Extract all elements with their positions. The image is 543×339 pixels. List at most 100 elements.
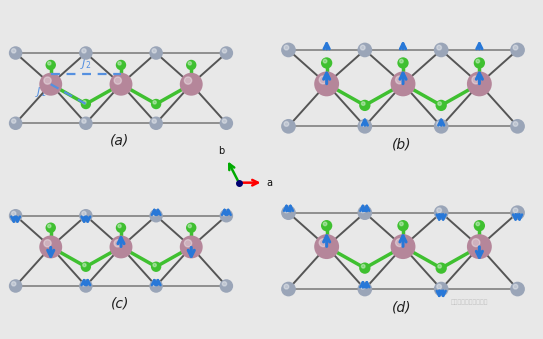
Circle shape — [9, 46, 22, 60]
Circle shape — [48, 224, 51, 228]
Circle shape — [114, 77, 122, 84]
Circle shape — [48, 62, 51, 65]
Circle shape — [153, 101, 156, 104]
Circle shape — [397, 220, 409, 231]
Circle shape — [219, 279, 233, 293]
Circle shape — [361, 208, 365, 213]
Circle shape — [323, 59, 327, 63]
Circle shape — [118, 62, 121, 65]
Circle shape — [435, 262, 447, 274]
Circle shape — [222, 282, 226, 286]
Circle shape — [438, 264, 441, 268]
Circle shape — [390, 234, 415, 259]
Circle shape — [434, 119, 449, 134]
Circle shape — [281, 282, 296, 296]
Circle shape — [510, 282, 525, 296]
Circle shape — [357, 119, 372, 134]
Circle shape — [82, 282, 86, 286]
Circle shape — [284, 122, 289, 126]
Circle shape — [185, 240, 192, 247]
Circle shape — [11, 282, 16, 286]
Circle shape — [188, 62, 192, 65]
Circle shape — [437, 45, 441, 50]
Circle shape — [390, 72, 415, 96]
Circle shape — [281, 119, 296, 134]
Circle shape — [116, 222, 126, 233]
Circle shape — [284, 284, 289, 289]
Circle shape — [46, 222, 56, 233]
Circle shape — [513, 208, 518, 213]
Circle shape — [44, 77, 51, 84]
Text: b: b — [218, 146, 224, 156]
Circle shape — [149, 209, 163, 222]
Circle shape — [81, 261, 91, 272]
Circle shape — [357, 43, 372, 57]
Circle shape — [513, 122, 518, 126]
Text: $J_2$: $J_2$ — [80, 57, 91, 71]
Circle shape — [185, 77, 192, 84]
Circle shape — [314, 72, 339, 96]
Circle shape — [467, 72, 492, 96]
Circle shape — [110, 236, 132, 258]
Circle shape — [151, 261, 161, 272]
Circle shape — [361, 284, 365, 289]
Circle shape — [473, 57, 485, 68]
Circle shape — [434, 205, 449, 220]
Circle shape — [11, 119, 16, 123]
Text: (a): (a) — [110, 134, 129, 148]
Circle shape — [319, 239, 327, 246]
Circle shape — [186, 60, 197, 70]
Circle shape — [361, 122, 365, 126]
Circle shape — [438, 102, 441, 105]
Circle shape — [149, 46, 163, 60]
Circle shape — [321, 57, 332, 68]
Circle shape — [79, 209, 93, 222]
Circle shape — [284, 208, 289, 213]
Text: (c): (c) — [110, 296, 129, 311]
Circle shape — [152, 119, 156, 123]
Circle shape — [219, 46, 233, 60]
Circle shape — [222, 119, 226, 123]
Circle shape — [152, 282, 156, 286]
Circle shape — [79, 117, 93, 130]
Text: (b): (b) — [392, 138, 412, 152]
Circle shape — [82, 49, 86, 53]
Circle shape — [82, 212, 86, 216]
Circle shape — [435, 100, 447, 111]
Circle shape — [513, 45, 518, 50]
Circle shape — [152, 212, 156, 216]
Text: a: a — [266, 178, 272, 188]
Circle shape — [472, 76, 480, 84]
Circle shape — [472, 239, 480, 246]
Circle shape — [437, 284, 441, 289]
Circle shape — [79, 46, 93, 60]
Circle shape — [437, 208, 441, 213]
Circle shape — [180, 73, 203, 96]
Circle shape — [114, 240, 122, 247]
Circle shape — [219, 117, 233, 130]
Circle shape — [510, 205, 525, 220]
Circle shape — [149, 117, 163, 130]
Circle shape — [359, 262, 370, 274]
Circle shape — [39, 236, 62, 258]
Circle shape — [473, 220, 485, 231]
Circle shape — [116, 60, 126, 70]
Text: 材料科学与凝聚态物理: 材料科学与凝聚态物理 — [451, 299, 488, 305]
Circle shape — [9, 279, 22, 293]
Circle shape — [400, 59, 403, 63]
Circle shape — [110, 73, 132, 96]
Circle shape — [476, 222, 479, 226]
Circle shape — [357, 282, 372, 296]
Circle shape — [510, 119, 525, 134]
Circle shape — [476, 59, 479, 63]
Circle shape — [314, 234, 339, 259]
Text: (d): (d) — [392, 300, 412, 314]
Circle shape — [186, 222, 197, 233]
Circle shape — [361, 45, 365, 50]
Text: $J_1$: $J_1$ — [35, 85, 47, 99]
Circle shape — [434, 282, 449, 296]
Circle shape — [437, 122, 441, 126]
Circle shape — [397, 57, 409, 68]
Circle shape — [510, 43, 525, 57]
Circle shape — [434, 43, 449, 57]
